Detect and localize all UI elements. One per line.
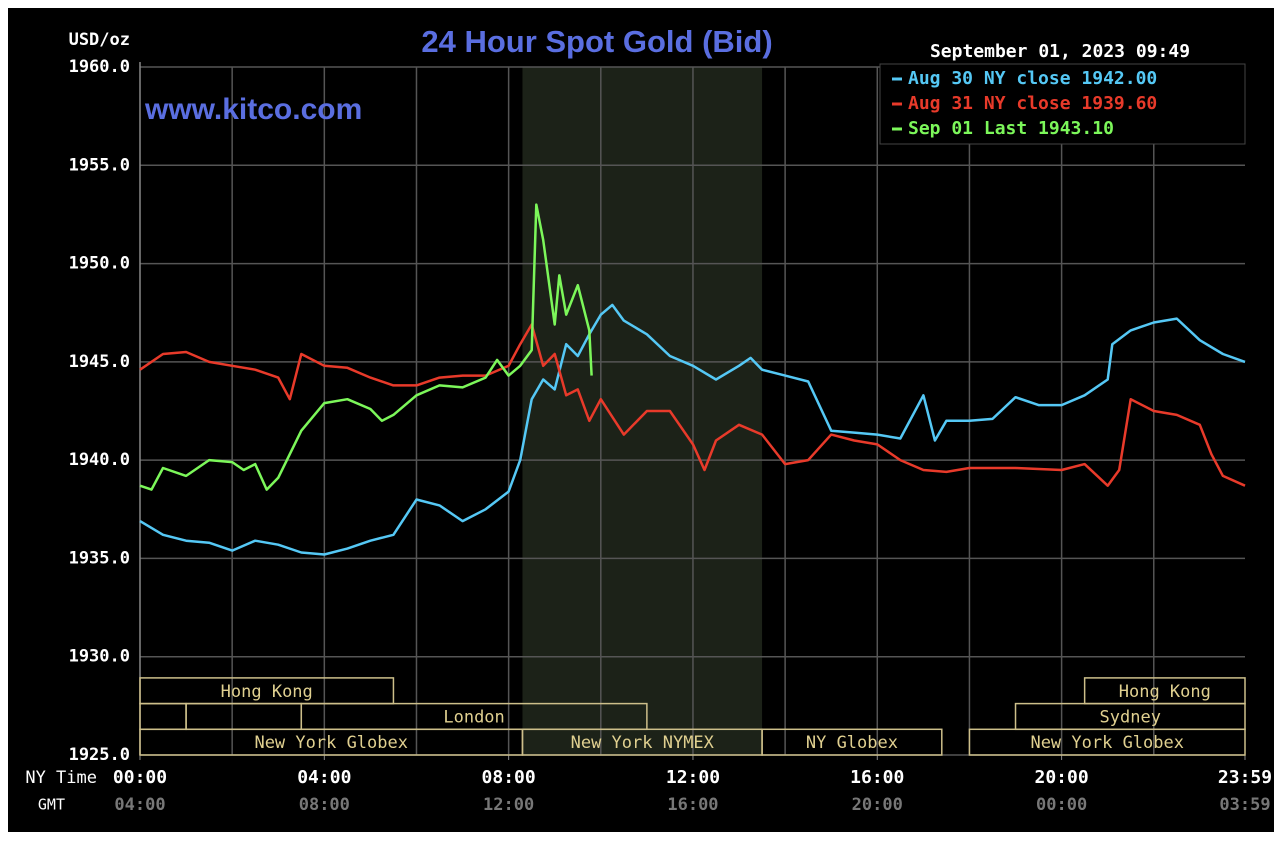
session-box [761,728,943,756]
x-tick-label: 20:00 [1035,767,1089,788]
y-tick-label: 1960.0 [69,57,130,77]
chart-title: 24 Hour Spot Gold (Bid) [421,24,772,59]
session-label: Hong Kong [221,682,313,702]
session-label: New York Globex [1030,733,1184,753]
timestamp: September 01, 2023 09:49 [930,41,1190,62]
gmt-tick-label: 04:00 [114,795,165,815]
x-tick-label: 23:59 [1218,767,1272,788]
y-tick-label: 1935.0 [69,548,130,568]
x2-axis-label: GMT [38,796,65,814]
x-axis-label: NY Time [25,768,97,788]
session-label: Hong Kong [1119,682,1211,702]
price-line [139,323,1246,487]
session-label: London [443,707,504,727]
x-tick-label: 12:00 [666,767,720,788]
x-tick-label: 08:00 [482,767,536,788]
y-tick-label: 1955.0 [69,155,130,175]
y-tick-label: 1945.0 [69,352,130,372]
legend-label: Sep 01 Last 1943.10 [908,118,1114,139]
price-line [139,203,593,491]
y-axis-label: USD/oz [69,30,130,50]
session-label: Sydney [1100,707,1161,727]
legend-label: Aug 30 NY close 1942.00 [908,68,1157,89]
session-label: New York NYMEX [571,733,715,753]
highlight-band [522,67,763,755]
gmt-tick-label: 03:59 [1219,795,1270,815]
gmt-tick-label: 00:00 [1036,795,1087,815]
x-tick-label: 16:00 [850,767,904,788]
gmt-tick-label: 12:00 [483,795,534,815]
y-tick-label: 1940.0 [69,450,130,470]
x-tick-label: 04:00 [297,767,351,788]
y-tick-label: 1950.0 [69,254,130,274]
gmt-tick-label: 20:00 [852,795,903,815]
legend-box [879,63,1246,145]
x-tick-label: 00:00 [113,767,167,788]
session-label: New York Globex [254,733,408,753]
price-line [139,303,1246,556]
legend-label: Aug 31 NY close 1939.60 [908,93,1157,114]
y-tick-label: 1930.0 [69,647,130,667]
gmt-tick-label: 08:00 [299,795,350,815]
plot: 1925.0 1930.0 1935.0 1940.0 1945.0 1950.0 1955… [69,57,1273,815]
session-label: NY Globex [806,733,898,753]
session-box [968,728,1246,756]
watermark: www.kitco.com [144,93,362,126]
gmt-tick-label: 16:00 [667,795,718,815]
y-tick-label: 1925.0 [69,745,130,765]
